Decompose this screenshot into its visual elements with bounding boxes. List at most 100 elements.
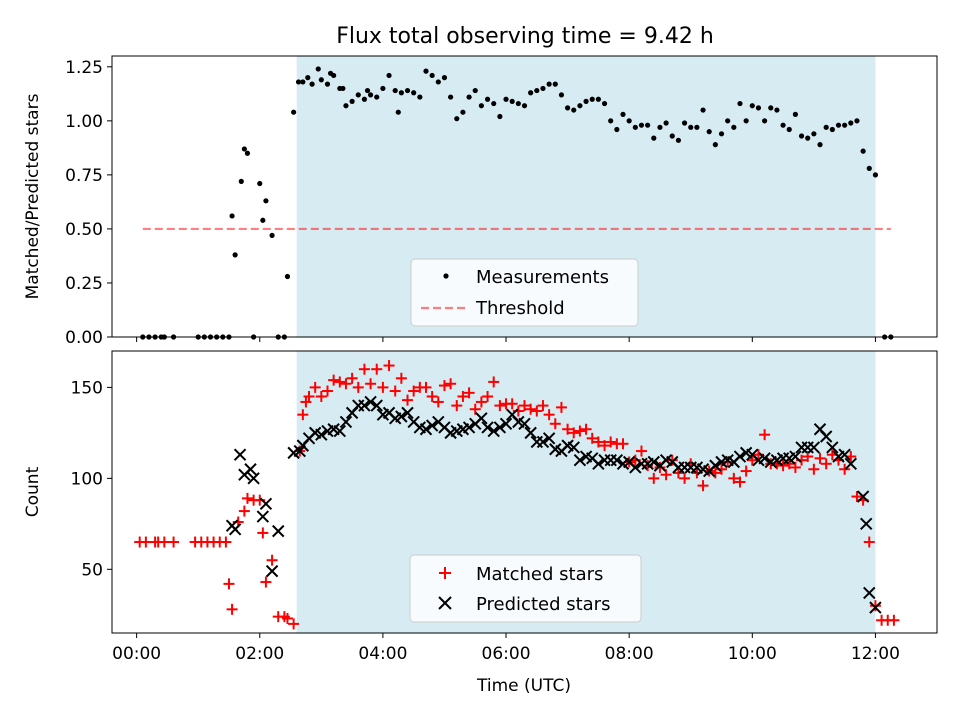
measurement-point xyxy=(792,111,798,117)
measurement-point xyxy=(638,122,645,128)
measurement-point xyxy=(731,124,737,130)
measurement-point xyxy=(466,94,472,100)
matched-point xyxy=(395,372,407,384)
matched-point xyxy=(469,403,481,415)
measurement-point xyxy=(842,122,848,128)
legend-threshold-label: Threshold xyxy=(475,298,565,319)
predicted-point xyxy=(487,424,500,438)
measurement-point xyxy=(872,172,879,178)
measurement-point xyxy=(491,100,497,107)
measurement-point xyxy=(509,98,515,104)
matched-point xyxy=(808,463,820,475)
matched-point xyxy=(420,381,432,393)
measurement-point xyxy=(540,85,546,92)
matched-point xyxy=(358,363,370,375)
predicted-point xyxy=(233,448,247,461)
measurement-point xyxy=(663,120,669,126)
predicted-point xyxy=(758,452,771,465)
matched-point xyxy=(802,451,814,463)
measurement-point xyxy=(340,85,346,92)
measurement-point xyxy=(651,135,657,141)
matched-point xyxy=(543,409,555,421)
measurement-point xyxy=(309,81,315,87)
y-tick-label: 0.25 xyxy=(65,274,103,294)
y-tick-label: 0.75 xyxy=(65,166,103,186)
matched-point xyxy=(223,578,235,590)
matched-point xyxy=(226,603,238,615)
measurement-point xyxy=(601,100,608,107)
measurement-point xyxy=(725,118,731,124)
predicted-point xyxy=(856,490,870,503)
predicted-point xyxy=(838,448,851,461)
matched-point xyxy=(783,458,795,470)
legend-matched-marker xyxy=(439,567,451,579)
measurement-point xyxy=(860,148,866,154)
matched-point xyxy=(309,381,321,393)
matched-point xyxy=(426,390,438,402)
measurement-point xyxy=(811,131,817,137)
matched-point xyxy=(549,418,561,430)
matched-point xyxy=(220,536,232,548)
matched-point xyxy=(580,423,592,435)
matched-point xyxy=(728,472,740,484)
measurement-point xyxy=(854,118,860,124)
count-legend-box xyxy=(409,554,642,623)
measurement-point xyxy=(349,98,355,104)
matched-point xyxy=(599,440,611,452)
predicted-point xyxy=(807,441,821,454)
matched-point xyxy=(506,398,518,410)
predicted-point xyxy=(542,432,556,445)
predicted-point xyxy=(493,421,507,434)
matched-point xyxy=(531,405,543,417)
predicted-point xyxy=(315,428,328,441)
measurement-point xyxy=(448,94,454,100)
matched-point xyxy=(315,390,327,402)
matched-point xyxy=(740,465,752,477)
predicted-point xyxy=(475,412,488,425)
measurement-point xyxy=(423,68,429,74)
matched-point xyxy=(168,536,180,548)
y-tick-label: 0.00 xyxy=(65,328,103,348)
predicted-point xyxy=(244,463,257,476)
measurement-point xyxy=(829,126,835,133)
predicted-point xyxy=(610,453,624,467)
predicted-point xyxy=(247,472,260,485)
measurement-point xyxy=(460,109,466,115)
matched-point xyxy=(482,390,494,402)
predicted-point xyxy=(272,524,285,538)
measurement-point xyxy=(392,87,398,94)
measurement-point xyxy=(835,122,842,128)
matched-point xyxy=(605,436,617,448)
predicted-point xyxy=(567,441,580,454)
predicted-point xyxy=(481,421,494,434)
measurement-point xyxy=(564,105,571,111)
matched-point xyxy=(654,461,666,473)
measurement-point xyxy=(681,120,688,126)
predicted-point xyxy=(339,415,353,429)
predicted-point xyxy=(863,586,876,600)
measurement-point xyxy=(632,124,638,130)
measurement-point xyxy=(583,98,589,104)
y-tick-label: 1.00 xyxy=(65,112,103,132)
matched-point xyxy=(463,387,475,399)
measurement-point xyxy=(546,81,552,87)
matched-point xyxy=(488,376,500,388)
matched-point xyxy=(451,400,463,412)
predicted-point xyxy=(709,459,722,472)
matched-point xyxy=(568,427,580,439)
matched-point xyxy=(334,376,346,388)
measurement-point xyxy=(300,79,306,85)
measurement-point xyxy=(395,109,401,115)
measurement-point xyxy=(497,113,503,120)
measurement-point xyxy=(718,131,725,137)
matched-point xyxy=(839,463,851,475)
legend-measurements-label: Measurements xyxy=(476,267,609,288)
ratio-panel: 0.00 0.25 0.50 0.75 1.00 1.25 Matched/Predict… xyxy=(23,55,938,348)
matched-point xyxy=(672,467,684,479)
y-tick-label: 1.25 xyxy=(65,58,103,78)
x-tick-label: 08:00 xyxy=(605,644,654,664)
matched-point xyxy=(679,472,691,484)
measurement-point xyxy=(706,129,712,135)
measurement-point xyxy=(404,87,411,94)
measurement-point xyxy=(743,118,749,124)
